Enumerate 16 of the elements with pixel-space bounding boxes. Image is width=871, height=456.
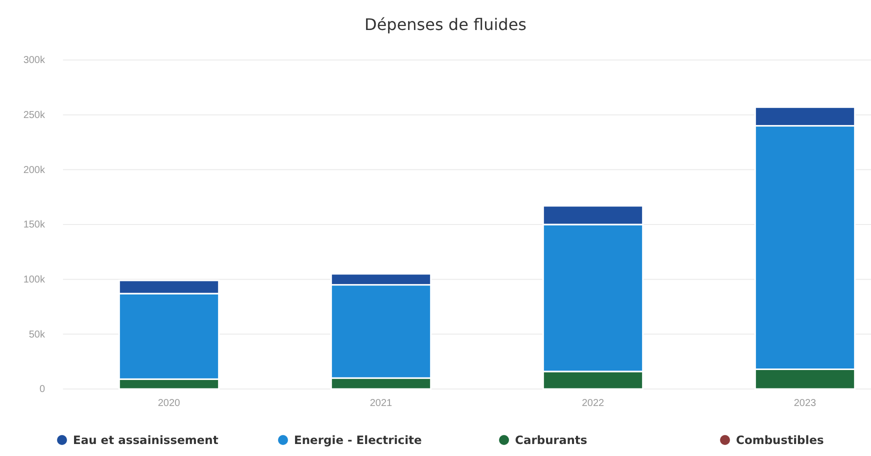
- x-tick-label: 2023: [794, 398, 817, 410]
- y-tick-label: 0: [39, 384, 46, 396]
- y-tick-label: 300k: [23, 55, 46, 66]
- chart-title: Dépenses de fluides: [364, 15, 526, 34]
- legend-label: Carburants: [515, 433, 588, 447]
- x-tick-label: 2020: [158, 398, 181, 410]
- y-tick-label: 100k: [23, 274, 46, 286]
- y-tick-label: 50k: [28, 329, 46, 340]
- legend-label: Eau et assainissement: [73, 433, 219, 447]
- x-tick-label: 2022: [582, 398, 605, 410]
- legend-label: Energie - Electricite: [294, 433, 422, 447]
- legend-label: Combustibles: [736, 433, 824, 447]
- y-tick-label: 250k: [23, 110, 46, 122]
- y-tick-label: 150k: [23, 220, 46, 231]
- x-tick-label: 2021: [370, 398, 393, 410]
- y-tick-label: 200k: [23, 164, 46, 176]
